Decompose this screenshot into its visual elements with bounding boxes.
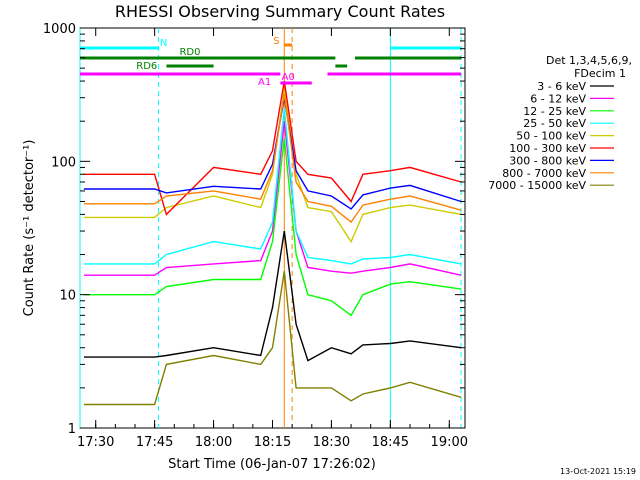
legend-label-2: 12 - 25 keV [523, 105, 586, 118]
legend-label-4: 50 - 100 keV [516, 130, 586, 143]
flag-label-3: S [273, 36, 279, 47]
x-tick-label-6: 19:00 [431, 435, 468, 450]
series-line-7 [83, 93, 462, 224]
series-line-8 [83, 271, 462, 406]
flag-label-0: N [160, 38, 167, 49]
series-lines [83, 80, 462, 406]
y-tick-label-0: 1 [68, 422, 76, 437]
x-tick-label-5: 18:45 [372, 435, 409, 450]
series-line-2 [83, 137, 462, 317]
flag-label-5: A0 [282, 72, 295, 83]
legend-label-1: 6 - 12 keV [530, 92, 586, 105]
x-axis-label: Start Time (06-Jan-07 17:26:02) [168, 457, 376, 472]
series-line-3 [83, 108, 462, 265]
x-tick-label-1: 17:45 [136, 435, 173, 450]
legend-label-6: 300 - 800 keV [509, 154, 586, 167]
y-tick-label-2: 100 [51, 155, 76, 170]
legend-label-8: 7000 - 15000 keV [488, 179, 586, 192]
legend-label-5: 100 - 300 keV [509, 142, 586, 155]
series-line-5 [83, 80, 462, 216]
series-line-4 [83, 88, 462, 244]
flag-label-2: RD6 [136, 61, 157, 72]
x-tick-label-4: 18:30 [313, 435, 350, 450]
series-line-0 [83, 230, 462, 362]
x-axis-ticks: 17:30 17:45 18:00 18:15 18:30 18:45 19:00 [77, 28, 468, 450]
x-tick-label-3: 18:15 [254, 435, 291, 450]
legend-label-3: 25 - 50 keV [523, 117, 586, 130]
flag-label-4: A1 [258, 77, 271, 88]
legend-label-0: 3 - 6 keV [537, 80, 586, 93]
footer-timestamp: 13-Oct-2021 15:19 [560, 467, 636, 476]
y-axis-ticks: 1 10 100 1000 [43, 22, 465, 437]
x-tick-label-0: 17:30 [77, 435, 114, 450]
y-axis-label: Count Rate (s⁻¹ detector⁻¹) [22, 140, 37, 317]
legend-header-line-1: Det 1,3,4,5,6,9, [546, 54, 632, 67]
flag-bars: N RD0 RD6 S A1 A0 [80, 36, 462, 88]
series-line-6 [83, 97, 462, 210]
series-line-1 [83, 121, 462, 276]
x-tick-label-2: 18:00 [195, 435, 232, 450]
y-tick-label-3: 1000 [43, 22, 76, 37]
marker-lines [79, 28, 462, 428]
legend-label-7: 800 - 7000 keV [502, 167, 586, 180]
legend-header-line-2: FDecim 1 [574, 67, 626, 80]
flag-label-1: RD0 [179, 47, 200, 58]
chart-title: RHESSI Observing Summary Count Rates [115, 2, 445, 21]
y-tick-label-1: 10 [59, 289, 76, 304]
